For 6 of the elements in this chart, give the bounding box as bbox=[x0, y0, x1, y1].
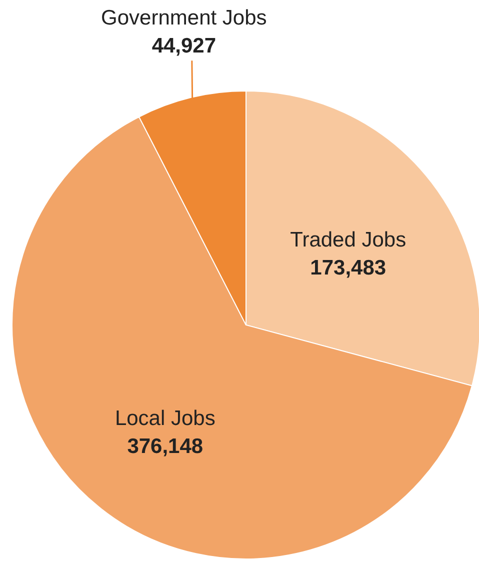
slice-label: Traded Jobs bbox=[290, 228, 406, 252]
data-label: 44,927 bbox=[152, 34, 216, 58]
data-label: 376,148 bbox=[127, 435, 204, 458]
slice-label: Government Jobs bbox=[101, 6, 267, 30]
data-label: 173,483 bbox=[310, 256, 386, 280]
slice-label: Local Jobs bbox=[114, 407, 216, 430]
